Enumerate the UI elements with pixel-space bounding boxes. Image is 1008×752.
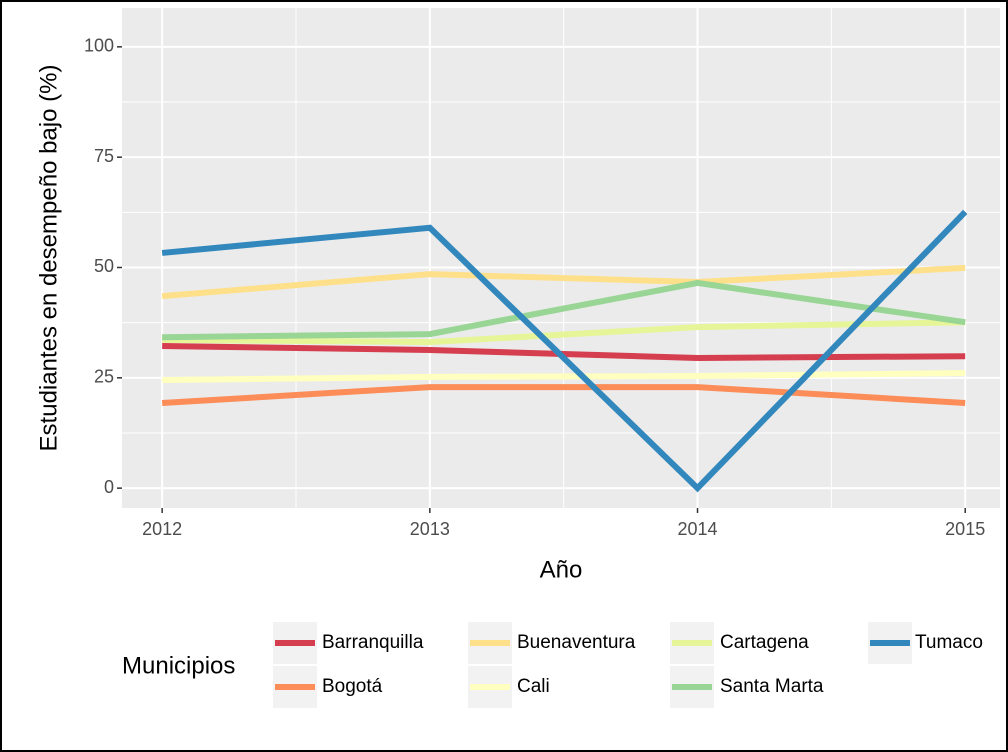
y-tick-label: 50 — [94, 256, 114, 276]
data-line — [161, 264, 966, 300]
y-tick-label: 75 — [94, 146, 114, 166]
x-axis-title: Año — [540, 556, 583, 583]
legend-title: Municipios — [122, 652, 235, 679]
data-line — [162, 369, 966, 384]
x-tick-label: 2012 — [142, 519, 182, 539]
legend-label: Santa Marta — [720, 676, 824, 697]
x-tick-label: 2013 — [410, 519, 450, 539]
legend-label: Tumaco — [915, 632, 983, 653]
data-line — [161, 384, 966, 406]
legend-label: Bogotá — [322, 676, 383, 697]
y-tick-label: 100 — [84, 36, 114, 56]
y-tick-label: 0 — [104, 477, 114, 497]
x-tick-label: 2015 — [945, 519, 985, 539]
data-line — [162, 279, 966, 341]
data-line — [161, 209, 968, 493]
plot-panel — [122, 8, 1000, 508]
y-axis-title: Estudiantes en desempeño bajo (%) — [35, 65, 62, 452]
legend-label: Cartagena — [720, 632, 809, 653]
x-tick-label: 2014 — [677, 519, 717, 539]
data-line — [162, 319, 966, 346]
legend-label: Cali — [517, 676, 550, 697]
y-tick-label: 25 — [94, 367, 114, 387]
legend-label: Buenaventura — [517, 632, 636, 653]
legend-label: Barranquilla — [322, 632, 424, 653]
